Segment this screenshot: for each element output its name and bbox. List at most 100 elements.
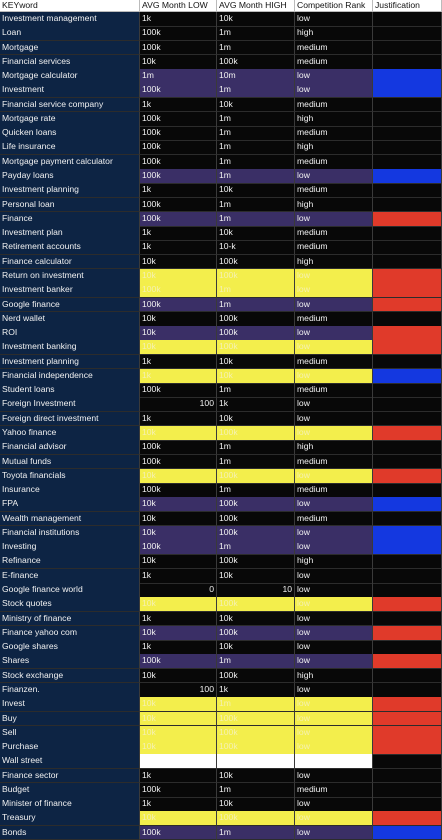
value-cell: 100k	[217, 468, 295, 484]
value-cell: low	[295, 83, 373, 99]
value-cell: 100k	[217, 340, 295, 356]
keyword-cell: Financial independence	[0, 368, 140, 384]
value-cell: low	[295, 497, 373, 513]
keyword-cell: Finance yahoo com	[0, 625, 140, 641]
keyword-cell: Investment planning	[0, 183, 140, 199]
value-cell: medium	[295, 311, 373, 327]
justification-cell	[373, 454, 442, 470]
justification-cell	[373, 797, 442, 812]
value-cell: 100k	[140, 111, 217, 127]
value-cell: 100k	[217, 740, 295, 755]
keyword-cell: Payday loans	[0, 169, 140, 184]
keyword-cell: Retirement accounts	[0, 240, 140, 256]
keyword-cell: Invest	[0, 697, 140, 712]
value-cell: 10k	[217, 611, 295, 627]
keyword-cell: Mutual funds	[0, 454, 140, 470]
value-cell: 100k	[140, 40, 217, 56]
value-cell: 1m	[217, 540, 295, 555]
justification-cell	[373, 211, 442, 227]
justification-cell	[373, 497, 442, 513]
value-cell: 1m	[217, 283, 295, 298]
keyword-cell: Yahoo finance	[0, 426, 140, 441]
value-cell: medium	[295, 240, 373, 256]
justification-cell	[373, 12, 442, 27]
keyword-cell: Financial service company	[0, 97, 140, 113]
value-cell: 100k	[140, 440, 217, 456]
justification-cell	[373, 811, 442, 827]
value-cell: 100k	[140, 126, 217, 141]
value-cell: 1k	[140, 12, 217, 27]
value-cell: 10k	[140, 511, 217, 527]
value-cell: 10k	[140, 311, 217, 327]
value-cell: 100k	[140, 483, 217, 498]
value-cell: medium	[295, 383, 373, 398]
keyword-cell: Ministry of finance	[0, 611, 140, 627]
value-cell: 1m	[217, 140, 295, 156]
value-cell: medium	[295, 154, 373, 170]
value-cell: 10k	[140, 54, 217, 70]
value-cell: 10k	[140, 554, 217, 570]
keyword-cell: Student loans	[0, 383, 140, 398]
justification-cell	[373, 340, 442, 356]
keyword-cell: Life insurance	[0, 140, 140, 156]
justification-cell	[373, 154, 442, 170]
justification-cell	[373, 140, 442, 156]
justification-cell	[373, 740, 442, 755]
value-cell: 10k	[217, 226, 295, 241]
value-cell: 1k	[140, 611, 217, 627]
value-cell: 100k	[140, 83, 217, 99]
value-cell: high	[295, 554, 373, 570]
value-cell: 10k	[140, 740, 217, 755]
value-cell: 1m	[217, 169, 295, 184]
value-cell: low	[295, 12, 373, 27]
keyword-cell: Nerd wallet	[0, 311, 140, 327]
value-cell: 1m	[217, 111, 295, 127]
value-cell: 10k	[140, 326, 217, 341]
keyword-cell: Mortgage rate	[0, 111, 140, 127]
keyword-cell: Wealth management	[0, 511, 140, 527]
value-cell: 100k	[140, 297, 217, 313]
value-cell: 1m	[217, 211, 295, 227]
value-cell	[295, 754, 373, 770]
justification-cell	[373, 297, 442, 313]
value-cell: 100k	[140, 283, 217, 298]
justification-cell	[373, 640, 442, 655]
value-cell: 1m	[217, 383, 295, 398]
justification-cell	[373, 440, 442, 456]
value-cell: 10k	[217, 568, 295, 584]
justification-cell	[373, 111, 442, 127]
value-cell: 1k	[140, 568, 217, 584]
value-cell: 100k	[217, 326, 295, 341]
keyword-cell: Investment plan	[0, 226, 140, 241]
value-cell: high	[295, 254, 373, 270]
value-cell: 10k	[140, 426, 217, 441]
value-cell: 1k	[140, 368, 217, 384]
value-cell: 100k	[217, 268, 295, 284]
justification-cell	[373, 354, 442, 370]
justification-cell	[373, 597, 442, 613]
value-cell: high	[295, 111, 373, 127]
keyword-cell: Mortgage	[0, 40, 140, 56]
value-cell: 100k	[217, 554, 295, 570]
value-cell: 10k	[140, 697, 217, 712]
value-cell: low	[295, 368, 373, 384]
value-cell: 10k	[217, 640, 295, 655]
value-cell: 1k	[140, 797, 217, 812]
keyword-cell: Budget	[0, 782, 140, 798]
keyword-cell: Treasury	[0, 811, 140, 827]
value-cell: 100k	[140, 154, 217, 170]
keyword-cell: Mortgage payment calculator	[0, 154, 140, 170]
keyword-cell: E-finance	[0, 568, 140, 584]
keyword-cell: Minister of finance	[0, 797, 140, 812]
value-cell: low	[295, 682, 373, 698]
value-cell: 100k	[140, 654, 217, 670]
value-cell: low	[295, 426, 373, 441]
justification-cell	[373, 54, 442, 70]
value-cell: 1k	[140, 240, 217, 256]
justification-cell	[373, 368, 442, 384]
value-cell: high	[295, 440, 373, 456]
keyword-cell: Stock quotes	[0, 597, 140, 613]
value-cell: low	[295, 568, 373, 584]
value-cell: 1m	[217, 654, 295, 670]
justification-cell	[373, 754, 442, 770]
